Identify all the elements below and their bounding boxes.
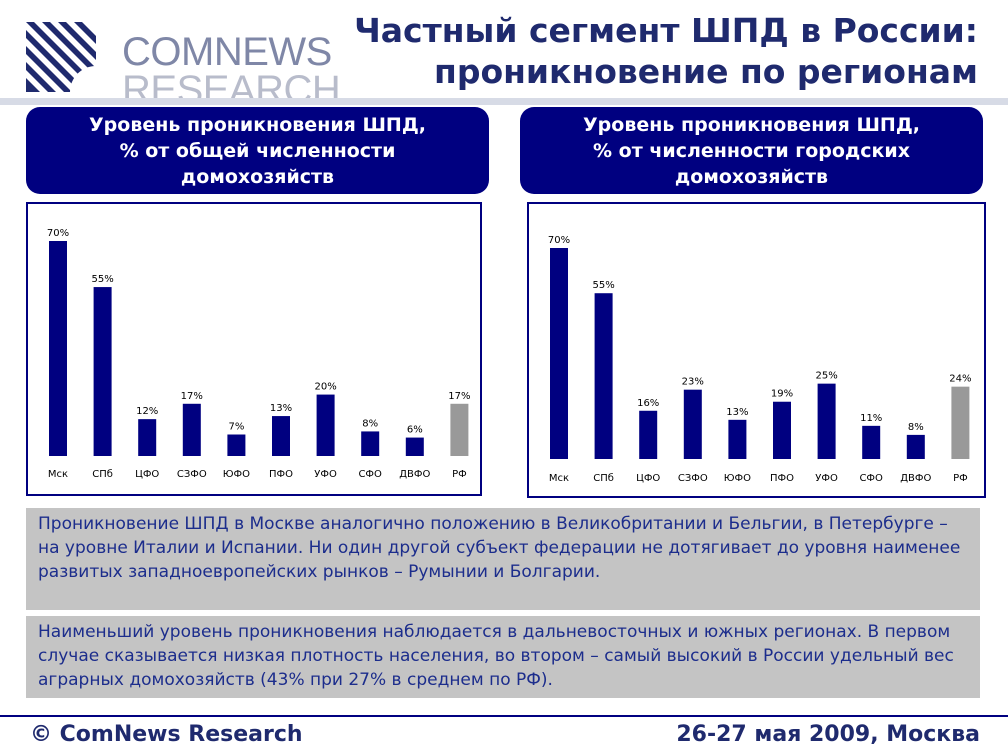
chart-1-category-label-1: Мск bbox=[48, 469, 68, 480]
chart-1-value-label-8: 8% bbox=[362, 418, 378, 429]
chart-2-header-line-2: % от численности городских bbox=[593, 139, 910, 162]
chart-2-bar-5 bbox=[728, 419, 747, 459]
chart-2-bar-8 bbox=[862, 425, 881, 459]
chart-2-category-label-4: СЗФО bbox=[678, 473, 708, 484]
chart-1-category-label-6: ПФО bbox=[269, 469, 293, 480]
comnews-logo: COMNEWS RESEARCH bbox=[26, 18, 341, 110]
chart-total-households-plot: 70% Мск 55% СПб 12% ЦФО 17% СЗФО 7% ЮФО 13% ПФО 20% У… bbox=[47, 228, 471, 480]
chart-2-bar-7 bbox=[817, 383, 836, 459]
chart-1-bar-2 bbox=[93, 287, 112, 456]
chart-2-bar-1 bbox=[550, 248, 568, 459]
chart-2-value-label-2: 55% bbox=[592, 280, 614, 291]
chart-1-bar-7 bbox=[316, 394, 335, 456]
chart-2-value-label-6: 19% bbox=[771, 389, 793, 400]
chart-1-category-label-9: ДВФО bbox=[399, 469, 430, 480]
chart-1-value-label-1: 70% bbox=[47, 228, 69, 239]
chart-2-category-label-6: ПФО bbox=[770, 473, 794, 484]
footer-divider bbox=[0, 715, 1008, 717]
chart-1-value-label-10: 17% bbox=[448, 391, 470, 402]
chart-2-value-label-9: 8% bbox=[908, 422, 924, 433]
chart-2-header-line-3: домохозяйств bbox=[674, 165, 829, 188]
chart-1-value-label-9: 6% bbox=[407, 425, 423, 436]
chart-1-value-label-7: 20% bbox=[314, 382, 336, 393]
chart-2-category-label-9: ДВФО bbox=[900, 473, 931, 484]
chart-2-bar-10 bbox=[951, 386, 970, 459]
chart-1-bar-9 bbox=[405, 437, 424, 456]
chart-1-header-line-2: % от общей численности bbox=[119, 139, 396, 162]
logo-emblem-icon bbox=[26, 22, 96, 92]
chart-1-category-label-3: ЦФО bbox=[135, 469, 159, 480]
chart-1-value-label-5: 7% bbox=[228, 422, 244, 433]
chart-1-category-label-8: СФО bbox=[358, 469, 382, 480]
chart-2-value-label-4: 23% bbox=[682, 377, 704, 388]
chart-2-category-label-1: Мск bbox=[549, 473, 569, 484]
chart-2-bar-2 bbox=[594, 293, 613, 459]
chart-1-category-label-10: РФ bbox=[452, 469, 467, 480]
chart-1-bar-1 bbox=[49, 241, 67, 456]
chart-2-category-label-7: УФО bbox=[815, 473, 838, 484]
chart-2-category-label-8: СФО bbox=[859, 473, 883, 484]
chart-1-category-label-5: ЮФО bbox=[223, 469, 250, 480]
note-moscow-comparison: Проникновение ШПД в Москве аналогично по… bbox=[26, 508, 980, 610]
chart-2-category-label-3: ЦФО bbox=[636, 473, 660, 484]
logo-text-comnews: COMNEWS bbox=[122, 30, 332, 74]
chart-2-value-label-7: 25% bbox=[815, 371, 837, 382]
chart-2-category-label-2: СПб bbox=[593, 473, 614, 484]
chart-1-category-label-2: СПб bbox=[92, 469, 113, 480]
page-title: Частный сегмент ШПД в России: проникнове… bbox=[354, 10, 978, 92]
chart-1-bar-6 bbox=[272, 416, 290, 456]
chart-1-bar-4 bbox=[182, 403, 201, 456]
chart-total-households: 70% Мск 55% СПб 12% ЦФО 17% СЗФО 7% ЮФО 13% ПФО 20% У… bbox=[26, 202, 482, 496]
header-divider bbox=[0, 98, 1008, 105]
chart-1-value-label-6: 13% bbox=[270, 403, 292, 414]
chart-2-value-label-8: 11% bbox=[860, 413, 882, 424]
chart-2-value-label-10: 24% bbox=[949, 374, 971, 385]
chart-1-header-line-3: домохозяйств bbox=[180, 165, 335, 188]
chart-1-bar-10 bbox=[450, 403, 469, 456]
chart-2-bar-9 bbox=[906, 434, 925, 459]
page-title-line-1: Частный сегмент ШПД в России: bbox=[354, 11, 978, 50]
chart-1-bar-3 bbox=[138, 419, 157, 456]
footer-date: 26-27 мая 2009, Москва bbox=[676, 722, 980, 747]
note-lowest-penetration: Наименьший уровень проникновения наблюда… bbox=[26, 616, 980, 698]
chart-1-value-label-3: 12% bbox=[136, 406, 158, 417]
chart-2-bar-3 bbox=[639, 410, 658, 459]
chart-1-header-line-1: Уровень проникновения ШПД, bbox=[89, 113, 426, 136]
chart-2-category-label-10: РФ bbox=[953, 473, 968, 484]
chart-1-category-label-4: СЗФО bbox=[177, 469, 207, 480]
chart-2-bar-4 bbox=[683, 389, 702, 459]
page-title-line-2: проникновение по регионам bbox=[434, 52, 978, 91]
chart-2-value-label-5: 13% bbox=[726, 407, 748, 418]
chart-urban-households-plot: 70% Мск 55% СПб 16% ЦФО 23% СЗФО 13% ЮФО 19% ПФО 25%… bbox=[548, 235, 972, 484]
chart-urban-households: 70% Мск 55% СПб 16% ЦФО 23% СЗФО 13% ЮФО 19% ПФО 25%… bbox=[527, 202, 986, 498]
chart-2-header: Уровень проникновения ШПД, % от численно… bbox=[520, 107, 983, 194]
chart-2-value-label-3: 16% bbox=[637, 398, 659, 409]
chart-2-value-label-1: 70% bbox=[548, 235, 570, 246]
chart-2-header-line-1: Уровень проникновения ШПД, bbox=[583, 113, 920, 136]
chart-2-category-label-5: ЮФО bbox=[724, 473, 751, 484]
chart-1-header: Уровень проникновения ШПД, % от общей чи… bbox=[26, 107, 489, 194]
chart-1-value-label-4: 17% bbox=[181, 391, 203, 402]
chart-1-bar-8 bbox=[361, 431, 380, 456]
chart-2-bar-6 bbox=[773, 401, 791, 459]
footer-copyright: © ComNews Research bbox=[30, 722, 303, 747]
chart-1-bar-5 bbox=[227, 434, 246, 456]
chart-1-value-label-2: 55% bbox=[91, 274, 113, 285]
chart-1-category-label-7: УФО bbox=[314, 469, 337, 480]
